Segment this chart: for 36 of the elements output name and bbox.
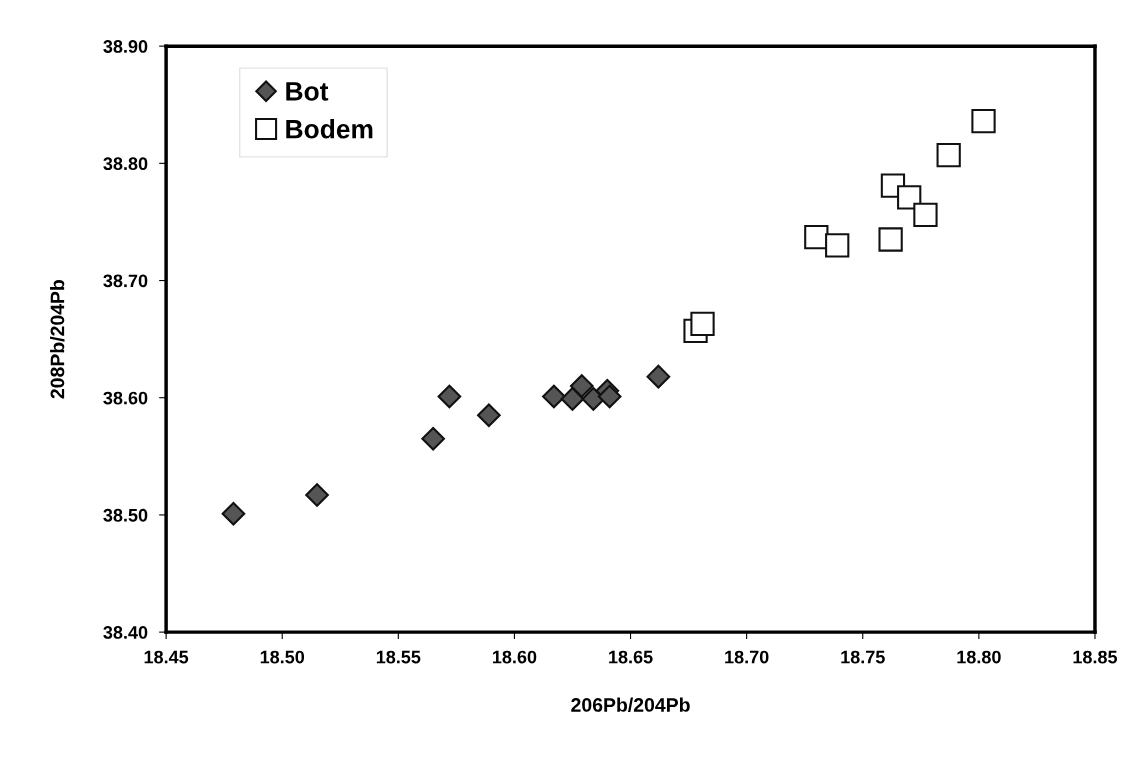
point [597, 384, 622, 409]
x-tick-label: 18.70 [725, 650, 769, 664]
x-tick-label: 18.60 [492, 650, 537, 664]
x-tick-label: 18.45 [144, 650, 189, 664]
point [971, 108, 996, 134]
x-tick-label: 18.80 [957, 650, 1001, 664]
point [897, 185, 922, 210]
y-tick-label: 38.70 [103, 274, 148, 288]
point [569, 374, 594, 398]
point [878, 227, 903, 252]
point [477, 403, 501, 428]
x-tick-label: 18.55 [376, 650, 421, 664]
x-axis-title: 206Pb/204Pb [571, 697, 690, 713]
x-tick-label: 18.75 [841, 650, 885, 664]
point [421, 426, 445, 451]
x-tick-label: 18.65 [609, 650, 653, 664]
point [804, 225, 829, 250]
y-axis-title: 208Pb/204Pb [50, 279, 65, 399]
point [542, 384, 566, 409]
x-tick-label: 18.50 [260, 650, 305, 664]
point [936, 142, 961, 168]
legend-label: Bodem [286, 119, 373, 139]
point [437, 384, 462, 409]
point [221, 501, 246, 526]
x-tick-label: 18.85 [1073, 650, 1118, 664]
point [305, 483, 329, 507]
legend-label: Bot [286, 82, 329, 101]
y-tick-label: 38.90 [103, 40, 148, 53]
y-tick-label: 38.60 [103, 391, 148, 405]
y-tick-label: 38.40 [103, 626, 148, 639]
point [690, 311, 715, 337]
point [646, 364, 671, 389]
point [825, 233, 850, 258]
y-tick-label: 38.80 [103, 157, 148, 171]
point [913, 202, 938, 228]
y-tick-label: 38.50 [103, 508, 148, 522]
